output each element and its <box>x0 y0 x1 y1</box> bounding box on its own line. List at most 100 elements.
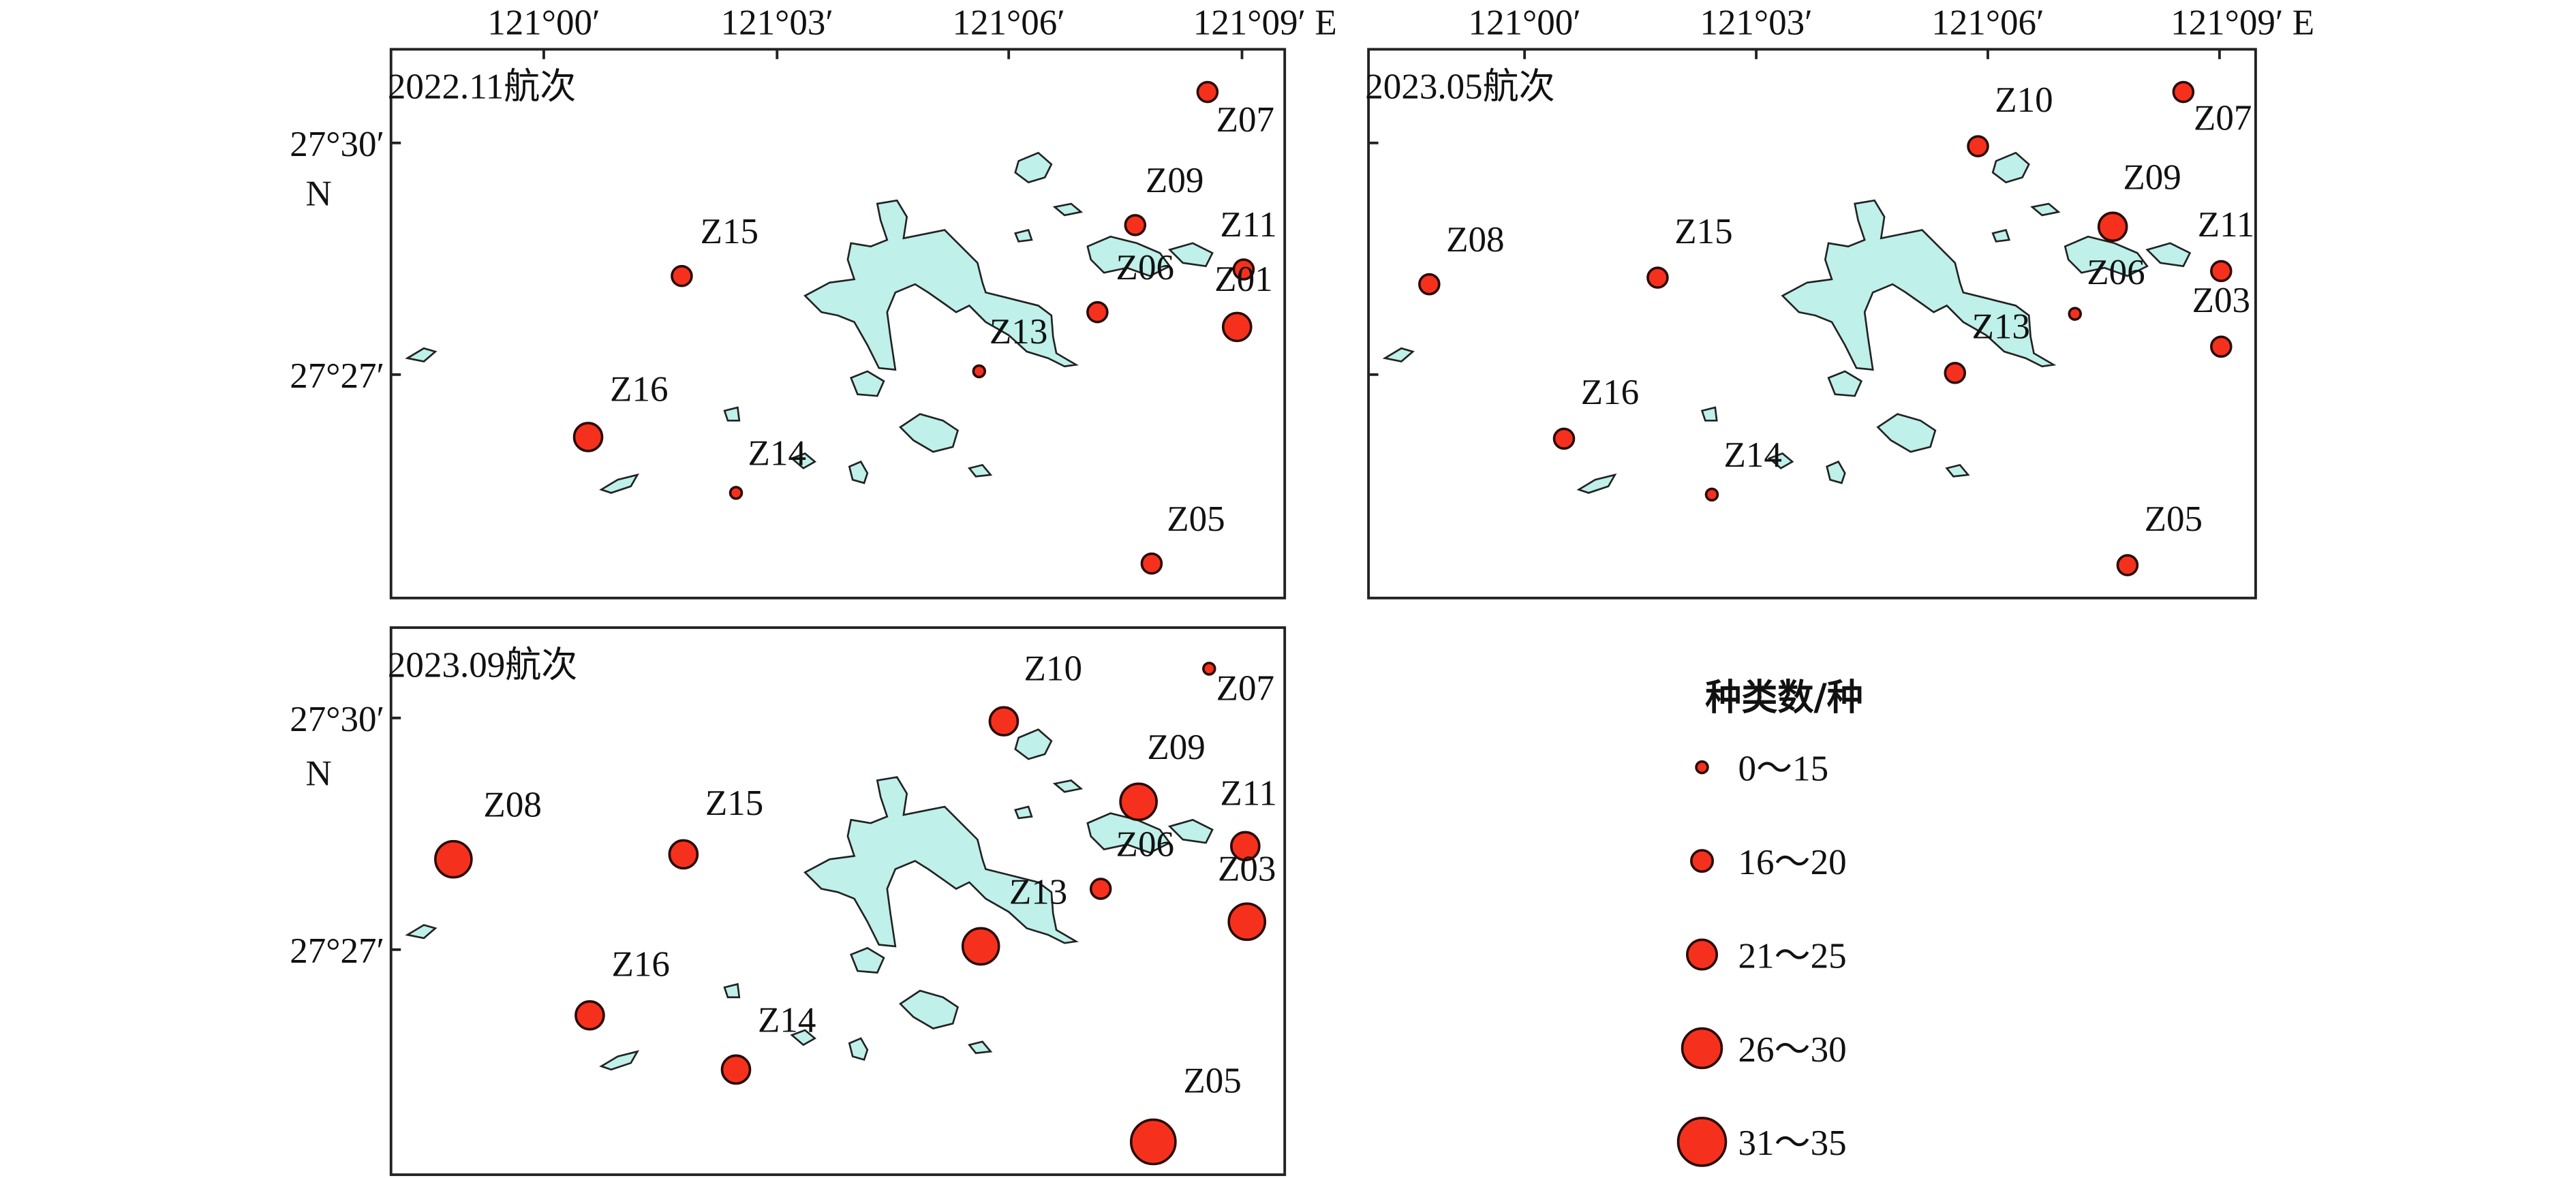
station-label: Z08 <box>1446 220 1504 260</box>
station <box>988 706 1019 737</box>
station-label: Z06 <box>2087 253 2145 292</box>
y-tick-label: 27°30′ <box>290 125 384 164</box>
station-label: Z11 <box>2198 205 2254 245</box>
x-tick-label: 121°00′ <box>1468 3 1580 43</box>
legend-symbol <box>1695 760 1709 775</box>
map-content <box>406 151 1214 494</box>
station-label: Z05 <box>2145 499 2203 539</box>
station-label: Z10 <box>1024 649 1082 688</box>
station <box>434 839 473 879</box>
station <box>2210 335 2233 358</box>
station <box>961 927 1000 966</box>
station-label: Z07 <box>2194 98 2252 138</box>
station <box>729 486 743 500</box>
x-tick-label: 121°03′ <box>721 3 833 43</box>
station <box>2172 80 2195 104</box>
y-tick-label: 27°30′ <box>290 700 384 739</box>
station-label: Z16 <box>1581 373 1639 412</box>
station <box>2068 307 2082 321</box>
station <box>1552 427 1576 450</box>
station <box>668 839 699 870</box>
station <box>1944 362 1967 384</box>
station-label: Z01 <box>1214 260 1272 299</box>
station <box>1124 214 1147 236</box>
map-layer: 121°00′ 121°03′ 121°06′ 121°09′ E 27°30′ 27°2… <box>290 3 2314 1177</box>
legend-label: 26～30 <box>1738 1030 1847 1070</box>
legend-label: 31～35 <box>1738 1123 1847 1163</box>
y-axis-label: N <box>306 754 332 794</box>
station-label: Z05 <box>1183 1061 1241 1101</box>
station <box>720 1054 752 1085</box>
station <box>1967 135 1989 157</box>
legend-symbol <box>1681 1027 1723 1070</box>
station-label: Z13 <box>1972 307 2030 347</box>
station <box>1227 902 1267 942</box>
station <box>1418 273 1441 296</box>
station-label: Z09 <box>1147 728 1205 767</box>
station <box>2210 260 2233 283</box>
legend-symbol <box>1685 938 1719 971</box>
station-label: Z07 <box>1216 668 1274 708</box>
station <box>2116 554 2139 576</box>
legend-label: 0～15 <box>1738 749 1829 788</box>
station <box>1202 662 1216 676</box>
panel-title: 2023.09航次 <box>388 646 577 685</box>
x-tick-label: 121°09′ E <box>2171 3 2314 43</box>
map-panel: 27°30′ 27°27′ N 2023.09航次 Z07 Z10 Z09 Z08 Z15 Z11… <box>290 626 1287 1177</box>
station-label: Z09 <box>2123 157 2181 197</box>
panel-frame <box>389 626 1287 1177</box>
legend-symbol <box>1676 1117 1728 1167</box>
station-label: Z16 <box>611 944 669 984</box>
station <box>972 364 987 379</box>
map-content <box>1383 151 2191 494</box>
station-label: Z06 <box>1116 248 1174 288</box>
legend-label: 16～20 <box>1738 843 1847 882</box>
y-tick-label: 27°27′ <box>290 931 384 971</box>
panel-frame <box>1367 48 2257 600</box>
station-label: Z09 <box>1146 161 1203 200</box>
x-tick-label: 121°03′ <box>1700 3 1812 43</box>
station <box>1086 300 1109 324</box>
islands <box>1383 151 2191 494</box>
station-label: Z11 <box>1220 205 1276 245</box>
station <box>572 422 604 452</box>
station-label: Z03 <box>2192 281 2250 320</box>
station-label: Z15 <box>705 784 763 823</box>
station <box>1089 878 1112 900</box>
station <box>574 999 605 1031</box>
station-label: Z14 <box>1724 435 1782 475</box>
station <box>2097 211 2128 243</box>
station <box>1704 487 1719 502</box>
station <box>1232 258 1255 281</box>
station-label: Z06 <box>1116 824 1174 864</box>
y-tick-label: 27°27′ <box>290 356 384 396</box>
station-label: Z11 <box>1220 774 1276 813</box>
panel-title: 2023.05航次 <box>1365 67 1554 107</box>
station <box>1196 80 1219 104</box>
station-label: Z07 <box>1216 100 1274 140</box>
legend: 种类数/种 0～15 16～20 21～25 26～30 31～35 <box>1676 677 1863 1167</box>
station <box>1129 1118 1177 1166</box>
station-label: Z13 <box>1009 872 1067 912</box>
station-label: Z08 <box>483 785 541 824</box>
station <box>1646 266 1669 289</box>
legend-title: 种类数/种 <box>1705 677 1862 719</box>
islands <box>406 151 1214 494</box>
station <box>671 264 693 288</box>
station-label: Z15 <box>701 212 758 251</box>
x-tick-label: 121°09′ E <box>1193 3 1337 43</box>
map-panel: 121°00′ 121°03′ 121°06′ 121°09′ E 2023.05航次 Z… <box>1365 3 2314 600</box>
station-label: Z13 <box>990 312 1047 352</box>
station-label: Z15 <box>1674 212 1732 251</box>
x-tick-label: 121°06′ <box>952 3 1064 43</box>
x-tick-label: 121°06′ <box>1931 3 2044 43</box>
station-label: Z05 <box>1167 499 1225 539</box>
x-tick-label: 121°00′ <box>487 3 600 43</box>
station-label: Z14 <box>758 1000 816 1040</box>
station-label: Z16 <box>610 369 668 409</box>
y-axis-label: N <box>306 174 332 213</box>
station <box>1119 782 1158 822</box>
station <box>1230 831 1261 862</box>
